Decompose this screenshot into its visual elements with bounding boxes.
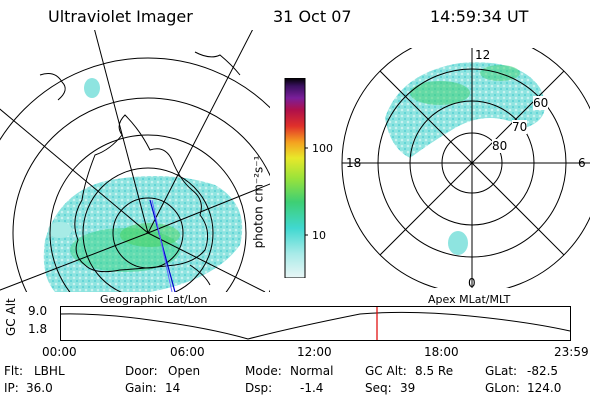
auroral-oval xyxy=(385,62,545,158)
colorbar-tick-100: 100 xyxy=(312,142,333,155)
colorbar-unit-label: photon cm⁻²s⁻¹ xyxy=(251,155,266,249)
timeline-x-tick: 06:00 xyxy=(170,345,205,359)
status-value: -82.5 xyxy=(527,364,559,378)
status-label: Flt: xyxy=(4,364,23,378)
status-value: LBHL xyxy=(34,364,65,378)
timeline-x-tick: 18:00 xyxy=(424,345,459,359)
status-label: Mode: xyxy=(245,364,282,378)
right-map-caption: Apex MLat/MLT xyxy=(428,293,511,306)
magnetic-map xyxy=(341,48,590,288)
status-label: Door: xyxy=(125,364,158,378)
mlt-label-18: 18 xyxy=(346,156,362,170)
timeline-x-tick: 12:00 xyxy=(297,345,332,359)
status-label: Dsp: xyxy=(245,381,273,395)
colorbar-tick-10: 10 xyxy=(312,229,326,242)
instrument-title: Ultraviolet Imager xyxy=(48,7,193,26)
mlat-label-70: 70 xyxy=(512,120,528,134)
status-label: GC Alt: xyxy=(365,364,407,378)
status-value: 39 xyxy=(400,381,416,395)
observation-date: 31 Oct 07 xyxy=(273,7,352,26)
timeline-axis-label: GC Alt xyxy=(4,298,18,336)
status-value: 124.0 xyxy=(527,381,562,395)
altitude-curve xyxy=(60,311,571,340)
status-value: -1.4 xyxy=(300,381,324,395)
mlat-label-60: 60 xyxy=(533,96,549,110)
status-value: 8.5 Re xyxy=(415,364,454,378)
status-label: GLon: xyxy=(485,381,520,395)
timeline-y-top: 9.0 xyxy=(28,304,48,318)
mlt-label-6: 6 xyxy=(578,156,586,170)
status-value: Open xyxy=(168,364,201,378)
status-value: Normal xyxy=(290,364,334,378)
status-value: 36.0 xyxy=(26,381,53,395)
mlat-label-80: 80 xyxy=(492,139,508,153)
status-value: 14 xyxy=(165,381,181,395)
timeline-x-tick: 00:00 xyxy=(42,345,77,359)
coastline xyxy=(74,114,209,273)
status-label: Seq: xyxy=(365,381,392,395)
observation-time: 14:59:34 UT xyxy=(430,7,529,26)
status-label: IP: xyxy=(4,381,19,395)
intensity-colorbar xyxy=(284,78,308,278)
left-map-caption: Geographic Lat/Lon xyxy=(100,293,208,306)
status-label: GLat: xyxy=(485,364,518,378)
mlt-label-12: 12 xyxy=(475,48,491,62)
status-label: Gain: xyxy=(125,381,157,395)
altitude-timeline xyxy=(60,306,571,341)
timeline-x-tick: 23:59 xyxy=(554,345,589,359)
timeline-y-bottom: 1.8 xyxy=(28,322,48,336)
geographic-map xyxy=(0,30,270,292)
mlt-label-0: 0 xyxy=(468,276,476,290)
